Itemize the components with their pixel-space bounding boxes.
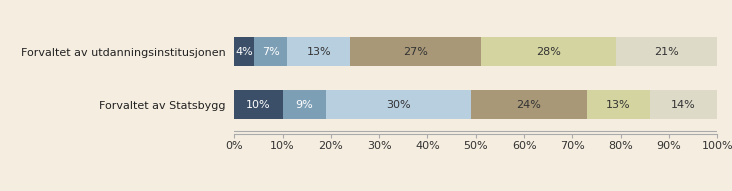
Bar xyxy=(288,37,350,66)
Text: 4%: 4% xyxy=(235,47,253,57)
Bar xyxy=(471,90,587,119)
Bar xyxy=(616,37,717,66)
Bar xyxy=(481,37,616,66)
Bar xyxy=(253,37,288,66)
Bar xyxy=(350,37,481,66)
Bar xyxy=(650,90,717,119)
Text: 27%: 27% xyxy=(403,47,427,57)
Bar xyxy=(234,90,283,119)
Text: 30%: 30% xyxy=(386,100,411,110)
Text: 24%: 24% xyxy=(517,100,542,110)
Text: 21%: 21% xyxy=(654,47,679,57)
Bar xyxy=(283,90,326,119)
Text: 13%: 13% xyxy=(307,47,331,57)
Text: 10%: 10% xyxy=(246,100,271,110)
Text: 13%: 13% xyxy=(606,100,631,110)
Text: 14%: 14% xyxy=(671,100,696,110)
Bar xyxy=(326,90,471,119)
Text: 28%: 28% xyxy=(536,47,561,57)
Text: 7%: 7% xyxy=(261,47,280,57)
Bar xyxy=(587,90,650,119)
Text: 9%: 9% xyxy=(296,100,313,110)
Bar xyxy=(234,37,253,66)
